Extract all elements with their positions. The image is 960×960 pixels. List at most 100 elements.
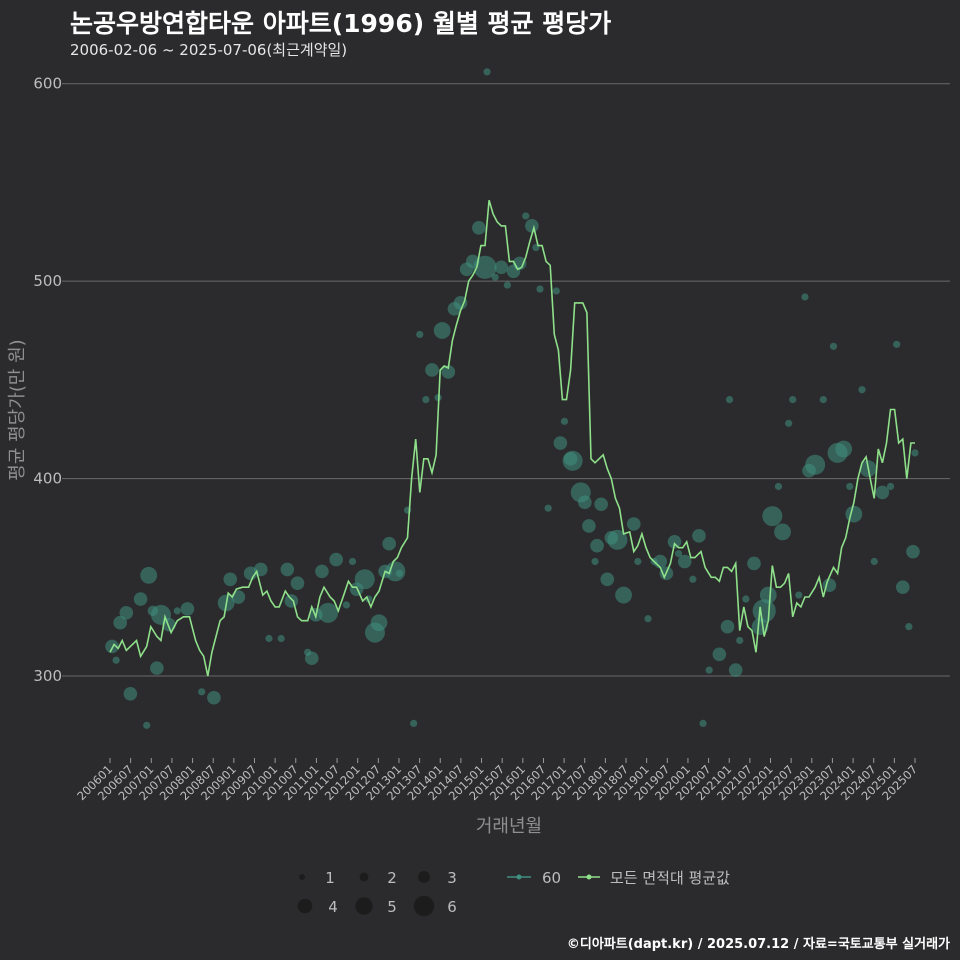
bubble-point bbox=[752, 599, 776, 623]
bubble-point bbox=[483, 68, 491, 76]
bubble-point bbox=[422, 396, 430, 404]
bubble-point bbox=[689, 575, 697, 583]
y-axis-label: 평균 평당가(만 원) bbox=[7, 339, 28, 480]
bubble-point bbox=[858, 386, 866, 394]
legend-size-label: 3 bbox=[447, 869, 457, 887]
legend-size-marker bbox=[299, 874, 305, 880]
chart-title: 논공우방연합타운 아파트(1996) 월별 평균 평당가 bbox=[70, 9, 612, 38]
x-axis-label: 거래년월 bbox=[476, 816, 542, 837]
bubble-point bbox=[895, 580, 910, 594]
bubble-point bbox=[318, 602, 339, 623]
bubble-point bbox=[348, 557, 357, 566]
bubble-point bbox=[162, 617, 176, 632]
legend-average-label: 모든 면적대 평균값 bbox=[610, 869, 730, 887]
bubble-point bbox=[123, 686, 138, 701]
bubble-point bbox=[626, 517, 641, 531]
legend-size-label: 4 bbox=[328, 898, 338, 916]
bubble-point bbox=[582, 519, 596, 533]
bubble-point bbox=[774, 482, 783, 491]
bubble-point bbox=[591, 557, 599, 566]
bubble-point bbox=[736, 636, 744, 645]
bubble-point bbox=[560, 417, 569, 425]
bubble-point bbox=[600, 572, 615, 587]
legend-series-60-dot bbox=[516, 874, 522, 880]
bubble-point bbox=[785, 419, 793, 427]
bubble-point bbox=[119, 606, 134, 620]
bubble-point bbox=[284, 594, 299, 608]
bubble-point bbox=[494, 260, 509, 275]
bubble-point bbox=[875, 485, 890, 500]
source-footer: ©디아파트(dapt.kr) / 2025.07.12 / 자료=국토교통부 실… bbox=[566, 937, 950, 952]
bubble-point bbox=[747, 556, 761, 571]
bubble-point bbox=[725, 396, 734, 404]
bubble-point bbox=[578, 495, 592, 510]
bubble-point bbox=[150, 661, 164, 675]
bubble-point bbox=[304, 651, 319, 666]
bubble-point bbox=[801, 293, 809, 301]
bubble-point bbox=[886, 482, 895, 491]
bubble-point bbox=[453, 296, 468, 310]
bubble-point bbox=[425, 363, 439, 377]
chart-subtitle: 2006-02-06 ~ 2025-07-06(최근계약일) bbox=[70, 41, 348, 59]
x-axis-ticks: 2006012006072007012007072008012008072009… bbox=[74, 758, 920, 803]
bubble-point bbox=[699, 719, 707, 728]
legend-size-label: 1 bbox=[325, 869, 335, 887]
bubble-point bbox=[667, 534, 682, 549]
bubble-point bbox=[893, 340, 901, 348]
bubble-point bbox=[254, 562, 268, 577]
bubble-point bbox=[472, 221, 486, 235]
bubble-point bbox=[835, 440, 853, 458]
y-axis-ticks: 300 400 500 600 bbox=[33, 75, 62, 685]
y-tick-label: 500 bbox=[33, 272, 62, 290]
bubble-point bbox=[789, 396, 797, 404]
average-line bbox=[109, 199, 915, 677]
bubble-series-60 bbox=[105, 68, 920, 729]
bubble-point bbox=[544, 504, 552, 512]
bubble-point bbox=[173, 607, 181, 615]
y-tick-label: 600 bbox=[33, 75, 62, 93]
bubble-point bbox=[870, 557, 878, 566]
bubble-point bbox=[552, 287, 560, 295]
bubble-point bbox=[762, 506, 783, 527]
legend: 1 2 3 4 5 6 60 모든 면적대 평균값 bbox=[297, 869, 730, 917]
bubble-point bbox=[594, 497, 608, 512]
bubble-point bbox=[113, 615, 127, 630]
legend-size-label: 6 bbox=[447, 898, 457, 916]
bubble-point bbox=[416, 330, 424, 339]
legend-size-marker bbox=[413, 895, 435, 917]
bubble-point bbox=[354, 569, 375, 590]
bubble-point bbox=[845, 505, 863, 523]
bubble-point bbox=[712, 647, 727, 662]
bubble-point bbox=[615, 586, 632, 604]
bubble-point bbox=[634, 557, 642, 566]
bubble-point bbox=[395, 569, 403, 577]
bubble-point bbox=[795, 591, 803, 599]
bubble-point bbox=[905, 623, 913, 631]
bubble-point bbox=[590, 538, 604, 553]
bubble-point bbox=[553, 436, 568, 450]
average-line-series bbox=[109, 199, 915, 677]
bubble-point bbox=[143, 721, 151, 729]
bubble-point bbox=[433, 322, 451, 339]
bubble-point bbox=[382, 536, 397, 551]
bubble-point bbox=[705, 666, 713, 674]
bubble-point bbox=[911, 449, 919, 457]
bubble-point bbox=[503, 281, 512, 289]
bubble-point bbox=[829, 342, 838, 350]
bubble-point bbox=[742, 595, 750, 603]
bubble-point bbox=[410, 719, 418, 728]
bubble-point bbox=[728, 663, 743, 677]
y-tick-label: 300 bbox=[33, 667, 62, 685]
bubble-point bbox=[644, 615, 652, 623]
bubble-point bbox=[759, 586, 777, 604]
y-tick-label: 400 bbox=[33, 470, 62, 488]
bubble-point bbox=[370, 614, 388, 632]
bubble-point bbox=[180, 602, 195, 616]
bubble-point bbox=[607, 529, 628, 550]
bubble-point bbox=[846, 482, 854, 491]
bubble-point bbox=[805, 454, 826, 475]
bubble-point bbox=[265, 634, 273, 643]
bubble-point bbox=[112, 656, 120, 664]
bubble-point bbox=[290, 576, 305, 591]
